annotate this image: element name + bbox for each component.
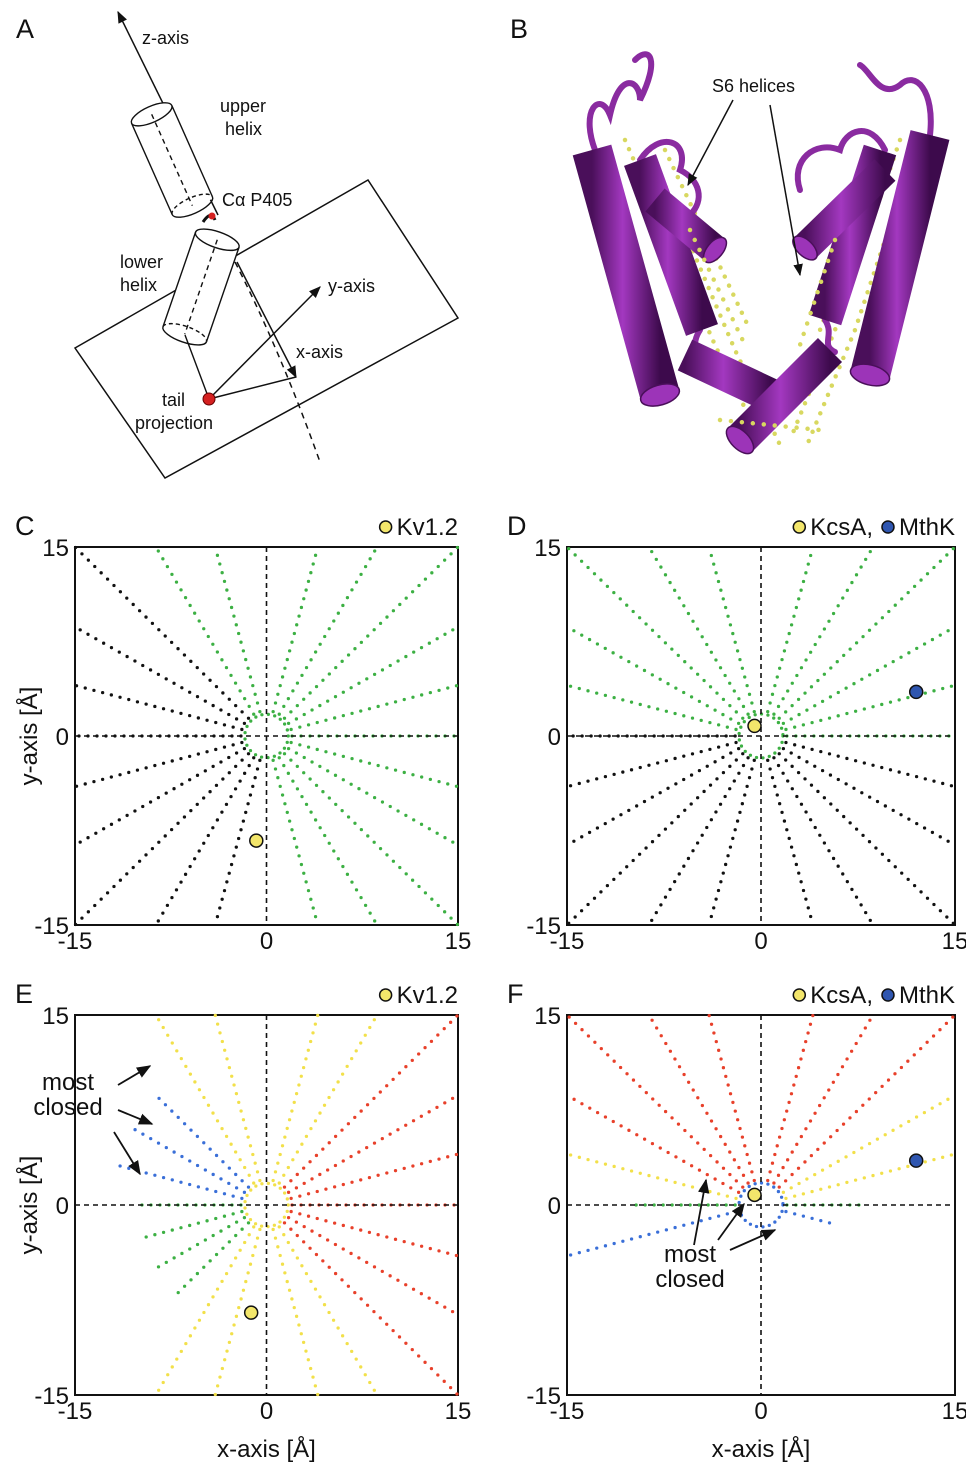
y-tick-label: 15 (534, 535, 561, 562)
y-tick-label: 0 (548, 1193, 561, 1220)
data-point (250, 834, 263, 847)
y-axis-label: y-axis [Å] (15, 687, 43, 786)
data-point (748, 1188, 761, 1201)
plot: -15015-15015Kv1.2Ey-axis [Å]x-axis [Å]mo… (15, 979, 471, 1463)
y-tick-label: -15 (526, 1383, 561, 1410)
x-tick-label: 0 (260, 928, 273, 955)
x-axis-label: x-axis [Å] (217, 1435, 316, 1463)
annotation: most (42, 1069, 94, 1096)
panel-letter: F (507, 979, 524, 1009)
label: x-axis (296, 342, 343, 362)
label: projection (135, 413, 213, 433)
y-tick-label: 0 (56, 1193, 69, 1220)
panel-letter: B (510, 14, 528, 44)
page: A z-axis upper helix (0, 0, 966, 1468)
figure: A z-axis upper helix (0, 0, 966, 1468)
label: z-axis (142, 28, 189, 48)
data-point (910, 685, 923, 698)
legend-label: KcsA, (810, 514, 873, 541)
upper-cylinder (128, 98, 215, 222)
legend-label: MthK (899, 514, 955, 541)
data-point (245, 1306, 258, 1319)
x-tick-label: 15 (942, 928, 966, 955)
annotation: closed (33, 1094, 102, 1121)
x-tick-label: 15 (445, 928, 472, 955)
x-tick-label: 0 (754, 1398, 767, 1425)
legend-marker (380, 521, 392, 533)
panel-a: A z-axis upper helix (16, 12, 458, 478)
legend-marker (882, 989, 894, 1001)
y-tick-label: 15 (42, 1003, 69, 1030)
y-tick-label: 15 (42, 535, 69, 562)
panel-letter: E (15, 979, 33, 1009)
data-point (910, 1154, 923, 1167)
label: y-axis (328, 276, 375, 296)
legend-label: Kv1.2 (397, 982, 458, 1009)
tail-point (203, 393, 215, 405)
legend-label: KcsA, (810, 982, 873, 1009)
panel-letter: C (15, 511, 35, 541)
legend-label: Kv1.2 (397, 514, 458, 541)
label: helix (225, 119, 262, 139)
y-tick-label: -15 (526, 913, 561, 940)
plot: -15015-15015MthKKcsA,Fx-axis [Å]mostclos… (507, 979, 966, 1463)
legend-marker (882, 521, 894, 533)
arrow (688, 100, 733, 185)
plane (75, 180, 458, 478)
data-point (748, 719, 761, 732)
x-tick-label: 15 (445, 1398, 472, 1425)
label: lower (120, 252, 163, 272)
label: S6 helices (712, 76, 795, 96)
y-tick-label: -15 (34, 1383, 69, 1410)
legend-label: MthK (899, 982, 955, 1009)
panel-letter: D (507, 511, 527, 541)
lower-cylinder (160, 225, 241, 350)
x-axis-label: x-axis [Å] (712, 1435, 811, 1463)
x-axis-line (209, 377, 296, 399)
label: Cα P405 (222, 190, 292, 210)
label: tail (162, 390, 185, 410)
ca-atom (209, 213, 216, 220)
y-tick-label: 15 (534, 1003, 561, 1030)
x-tick-label: 0 (260, 1398, 273, 1425)
x-tick-label: 0 (754, 928, 767, 955)
y-tick-label: 0 (56, 724, 69, 751)
x-tick-label: 15 (942, 1398, 966, 1425)
legend-marker (793, 989, 805, 1001)
annotation: closed (655, 1266, 724, 1293)
arrow (770, 105, 800, 275)
label: upper (220, 96, 266, 116)
legend-marker (793, 521, 805, 533)
panel-letter: A (16, 14, 34, 44)
y-tick-label: -15 (34, 913, 69, 940)
annotation: most (664, 1241, 716, 1268)
y-tick-label: 0 (548, 724, 561, 751)
y-axis-label: y-axis [Å] (15, 1156, 43, 1255)
panel-b: B (510, 14, 931, 458)
label: helix (120, 275, 157, 295)
legend-marker (380, 989, 392, 1001)
